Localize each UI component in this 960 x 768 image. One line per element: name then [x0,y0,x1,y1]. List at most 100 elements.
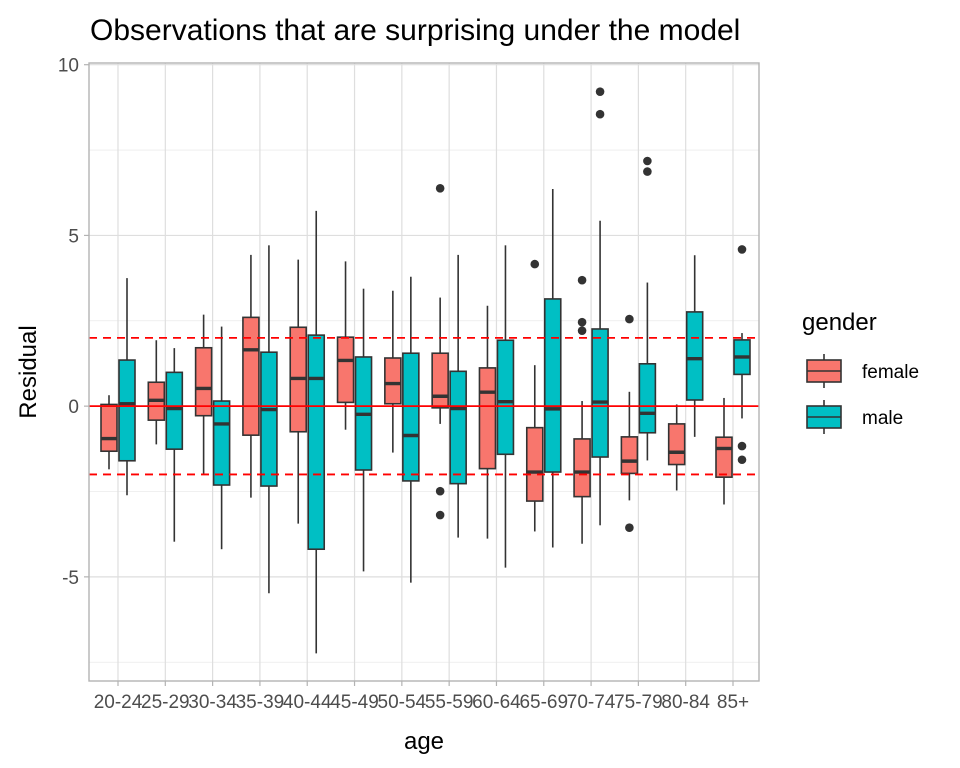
box-female-40-44 [289,259,308,524]
box-iqr [667,423,686,466]
box-iqr [194,346,213,417]
boxes-layer [100,87,751,654]
x-tick-label: 40-44 [283,692,332,713]
box-female-35-39 [242,254,260,498]
box-iqr [685,311,704,401]
box-iqr [478,367,497,470]
box-male-35-39 [260,245,278,594]
y-axis: 10 5 0 -5 [58,56,89,589]
x-tick-label: 50-54 [378,692,427,713]
box-iqr [402,352,420,482]
box-iqr [715,436,733,478]
x-tick-label: 35-39 [236,692,285,713]
box-iqr [336,336,355,404]
box-female-70-74 [573,275,591,544]
box-male-45-49 [354,288,373,572]
box-iqr [212,400,231,486]
x-tick-label: 60-64 [472,692,521,713]
legend-item-female: female [806,354,919,388]
y-axis-title: Residual [15,325,42,418]
box-male-40-44 [307,210,326,654]
outlier-point [737,455,747,465]
y-tick-label: -5 [62,568,79,589]
box-male-20-24 [118,278,136,496]
outlier-point [435,184,445,193]
legend: gender female male [802,309,919,434]
box-male-70-74 [591,87,609,526]
outlier-point [577,326,587,335]
box-iqr [307,334,326,551]
box-female-55-59 [431,184,449,520]
x-tick-label: 30-34 [188,692,237,713]
outlier-point [625,314,634,324]
box-male-60-64 [496,245,515,568]
legend-title: gender [802,309,877,336]
x-tick-label: 20-24 [94,692,143,713]
x-tick-label: 55-59 [425,692,474,713]
box-male-30-34 [212,326,231,550]
outlier-point [530,259,540,269]
box-female-80-84 [667,404,686,491]
outlier-point [435,510,445,520]
y-tick-label: 0 [68,397,79,418]
box-iqr [449,370,467,485]
outlier-point [577,275,587,285]
box-iqr [573,438,591,498]
x-axis-title: age [404,728,444,755]
box-female-20-24 [100,395,118,470]
outlier-point [625,523,634,532]
box-iqr [165,371,184,450]
x-tick-label: 75-79 [614,692,663,713]
panel-border [88,62,760,682]
outlier-point [577,317,587,327]
box-iqr [118,359,136,462]
box-female-50-54 [384,290,402,453]
box-iqr [384,357,402,405]
box-iqr [242,316,260,436]
legend-item-male: male [806,400,903,434]
box-female-85+ [715,397,733,505]
x-tick-label: 70-74 [567,692,616,713]
legend-label: female [862,362,919,383]
outlier-point [435,486,445,496]
box-male-75-79 [638,156,657,461]
legend-label: male [862,408,903,429]
box-female-25-29 [147,340,166,445]
box-iqr [525,426,544,502]
box-iqr [431,352,449,409]
box-iqr [638,363,657,434]
outlier-point [737,245,747,254]
reference-lines [89,336,759,476]
box-iqr [543,298,562,473]
x-tick-label: 65-69 [519,692,568,713]
outlier-point [643,156,652,166]
box-iqr [496,339,515,456]
x-tick-label: 80-84 [661,692,710,713]
box-iqr [100,403,118,453]
box-female-75-79 [620,314,639,532]
box-male-85+ [733,245,751,465]
box-female-60-64 [478,305,497,539]
box-male-25-29 [165,348,184,542]
y-tick-label: 5 [68,226,79,247]
box-iqr [260,351,278,487]
x-tick-label: 85+ [717,692,749,713]
outlier-point [643,167,652,176]
box-female-65-69 [525,259,544,532]
box-female-30-34 [194,314,213,475]
x-axis: 20-2425-2930-3435-3940-4445-4950-5455-59… [94,681,749,713]
x-tick-label: 45-49 [330,692,379,713]
outlier-point [595,87,605,96]
grid-lines [89,63,759,681]
box-iqr [591,328,609,458]
box-male-65-69 [543,188,562,548]
chart-title: Observations that are surprising under t… [90,14,740,47]
outlier-point [737,441,747,451]
x-tick-label: 25-29 [141,692,190,713]
box-female-45-49 [336,261,355,430]
box-male-80-84 [685,255,704,437]
box-male-55-59 [449,254,467,538]
y-tick-label: 10 [58,56,79,77]
box-male-50-54 [402,276,420,583]
